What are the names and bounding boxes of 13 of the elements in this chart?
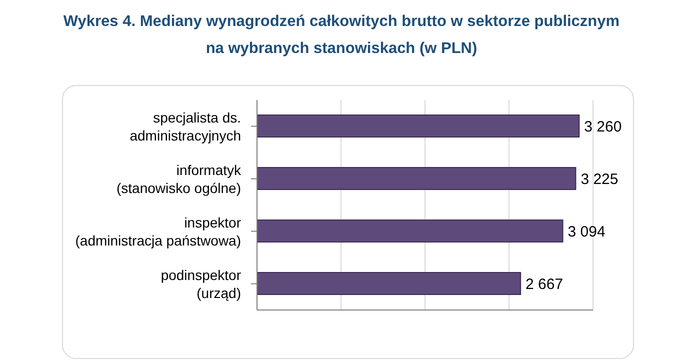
y-tick-label: specjalista ds. administracyjnych [130, 109, 241, 144]
y-tick-label: informatyk (stanowisko ogólne) [116, 162, 242, 196]
data-label: 3 260 [584, 118, 622, 136]
data-label: 3 225 [580, 170, 618, 188]
y-tick-label: inspektor (administracja państwowa) [75, 214, 242, 248]
bar [256, 114, 580, 138]
chart-title: Wykres 4. Mediany wynagrodzeń całkowitych brutto w sektorze publicznym na wybranych stanowiskach (w PLN) [62, 12, 621, 59]
bar [256, 272, 522, 295]
bar [256, 220, 564, 242]
data-label: 2 667 [526, 276, 564, 293]
bar [256, 167, 576, 190]
y-tick-label: podinspektor (urząd) [160, 266, 242, 301]
data-label: 3 094 [568, 223, 606, 240]
